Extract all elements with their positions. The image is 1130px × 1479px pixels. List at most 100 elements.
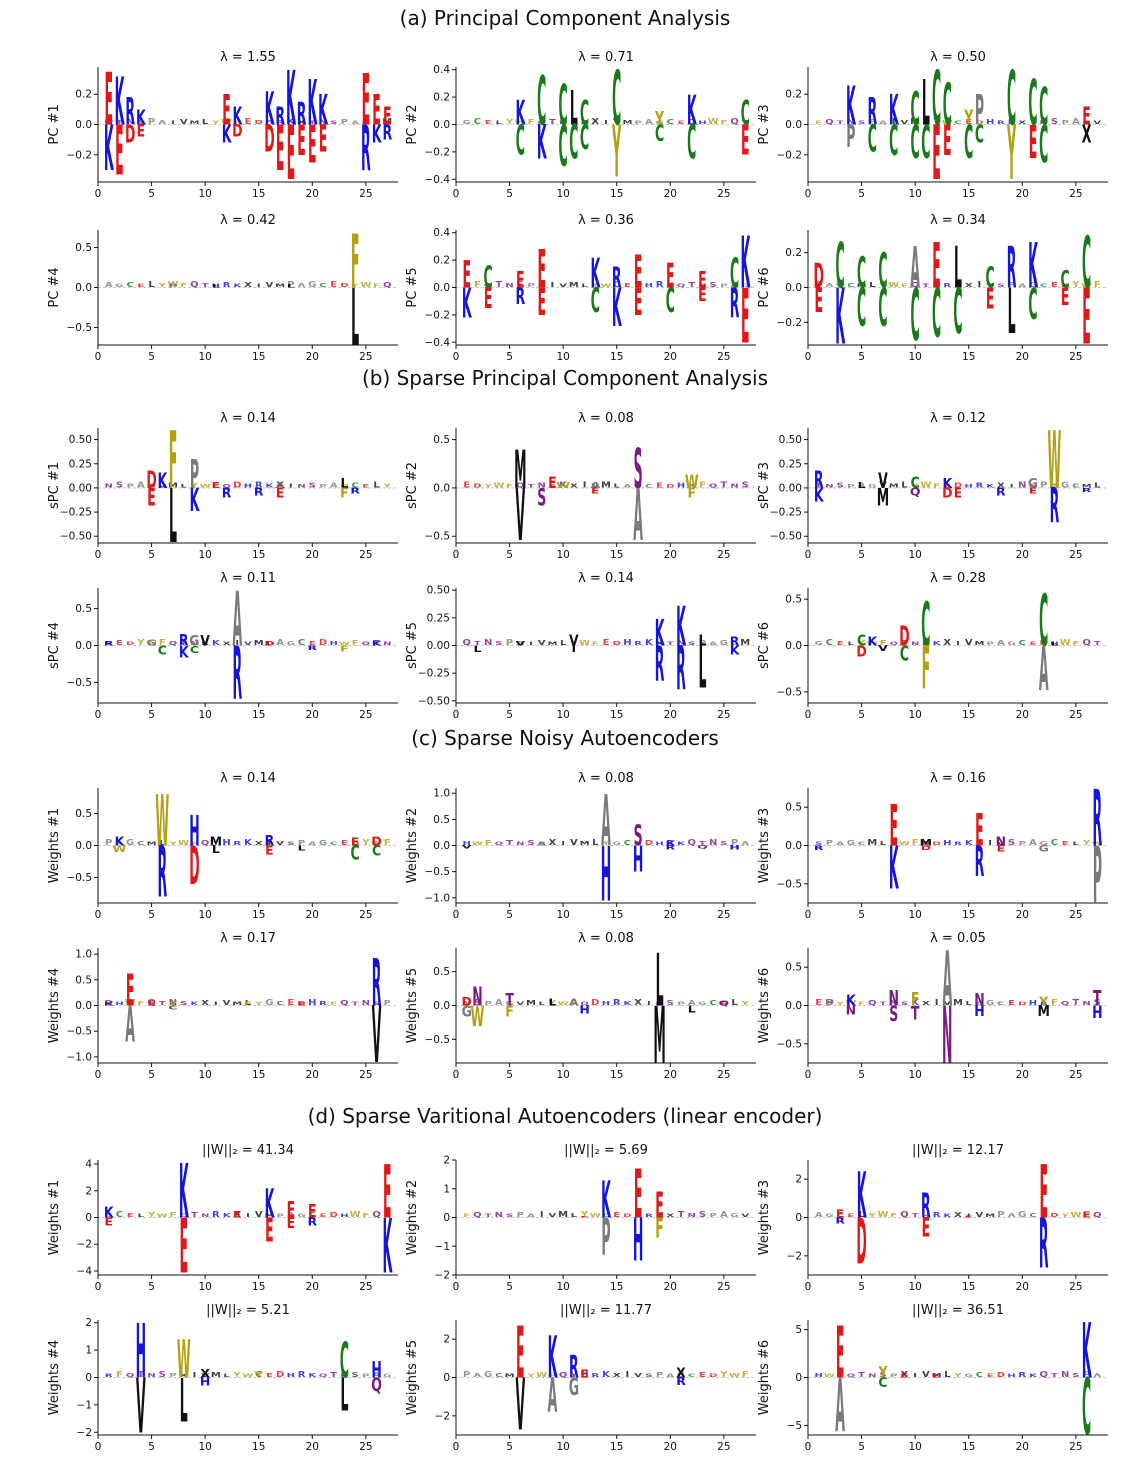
baseline-letter: A <box>997 639 1005 647</box>
section-title: (b) Sparse Principal Component Analysis <box>362 366 768 390</box>
logo-letter: C <box>655 121 664 147</box>
x-tick-label: 25 <box>1069 709 1082 721</box>
y-tick-label: 0.25 <box>427 612 450 624</box>
x-tick-label: 10 <box>198 1281 211 1293</box>
logo-letter: C <box>190 643 199 655</box>
baseline-letter: A <box>330 482 338 490</box>
baseline-letter: F <box>1094 281 1101 290</box>
baseline-letter: F <box>485 839 492 847</box>
x-tick-label: 20 <box>1016 351 1029 363</box>
baseline-letter: I <box>540 1211 544 1220</box>
y-axis-label: sPC #4 <box>47 622 62 669</box>
baseline-letter: H <box>580 1371 588 1380</box>
baseline-letter: Q <box>847 1373 856 1378</box>
baseline-letter: W <box>600 283 612 288</box>
baseline-letter: K <box>233 283 242 288</box>
baseline-letter: Q <box>126 1372 135 1378</box>
baseline-letter: Q <box>580 1001 589 1006</box>
baseline-letter: S <box>742 481 749 490</box>
baseline-letter: S <box>837 482 844 490</box>
logo-letter: E <box>1082 272 1091 361</box>
logo-letter: P <box>825 998 834 1008</box>
logo-letter: C <box>1082 222 1091 306</box>
y-tick-label: −1.0 <box>67 1051 93 1063</box>
baseline-letter: G <box>741 283 749 288</box>
baseline-letter: F <box>330 1001 337 1006</box>
baseline-letter: E <box>137 283 144 288</box>
baseline-letter: F <box>699 481 706 490</box>
baseline-letter: F <box>912 839 919 848</box>
baseline-letter: V <box>976 1211 984 1219</box>
logo-letter: D <box>921 845 931 852</box>
baseline-letter: F <box>890 1212 897 1218</box>
baseline-letter: H <box>602 1000 610 1006</box>
logo-letter: C <box>857 278 866 339</box>
baseline-letter: N <box>484 639 492 648</box>
logo-letter: D <box>942 486 952 501</box>
logo-letter: S <box>537 484 546 512</box>
panel-title: λ = 0.34 <box>930 213 986 228</box>
logo-letter: C <box>857 249 866 298</box>
baseline-letter: X <box>976 841 984 846</box>
baseline-letter: N <box>126 118 134 127</box>
logo-letter: G <box>1039 844 1049 854</box>
baseline-letter: D <box>623 1213 631 1218</box>
baseline-letter: M <box>601 481 611 490</box>
baseline-letter: P <box>341 118 348 126</box>
baseline-letter: N <box>516 841 524 846</box>
panel-title: ||W||₂ = 36.51 <box>912 1303 1004 1318</box>
baseline-letter: L <box>614 483 620 489</box>
baseline-letter: I <box>529 641 533 646</box>
baseline-letter: R <box>201 641 209 646</box>
x-tick-label: 25 <box>1069 1281 1082 1293</box>
baseline-letter: G <box>730 1212 739 1218</box>
baseline-letter: V <box>276 840 285 846</box>
logo-letter: F <box>351 218 360 306</box>
logo-letter: C <box>964 116 973 169</box>
baseline-letter: C <box>351 482 358 490</box>
y-tick-label: −0.5 <box>777 686 803 698</box>
baseline-letter: D <box>126 641 134 646</box>
panel-title: λ = 0.14 <box>220 411 276 426</box>
baseline-letter: F <box>170 1211 177 1219</box>
logo-letter: R <box>655 637 665 693</box>
baseline-letter: H <box>922 1213 930 1218</box>
baseline-letter: Q <box>147 999 156 1008</box>
baseline-letter: I <box>561 840 565 846</box>
baseline-letter: K <box>266 483 275 489</box>
y-tick-label: −0.50 <box>770 531 802 543</box>
panel-title: λ = 0.08 <box>578 771 634 786</box>
x-tick-label: 0 <box>95 351 102 363</box>
baseline-letter: S <box>997 283 1004 288</box>
baseline-letter: Q <box>372 1211 381 1220</box>
y-axis-label: Weights #5 <box>405 1340 420 1415</box>
baseline-letter: D <box>634 281 643 290</box>
logo-letter: V <box>200 634 210 650</box>
y-tick-label: 0.2 <box>785 89 802 101</box>
baseline-letter: K <box>212 639 220 647</box>
baseline-letter: F <box>362 1212 369 1218</box>
x-tick-label: 15 <box>610 909 623 921</box>
baseline-letter: E <box>1062 840 1069 846</box>
baseline-letter: D <box>351 841 359 846</box>
logo-letter: L <box>287 284 295 289</box>
baseline-letter: G <box>655 120 663 125</box>
logo-letter: L <box>954 235 962 301</box>
baseline-letter: K <box>645 639 654 648</box>
logo-letter: R <box>730 281 740 328</box>
baseline-letter: G <box>308 281 316 290</box>
y-tick-label: 0.0 <box>785 282 802 294</box>
logo-letter: N <box>846 1003 856 1018</box>
logo-letter: K <box>1082 1306 1092 1395</box>
x-tick-label: 0 <box>453 1441 460 1453</box>
logo-letter: C <box>1039 581 1048 663</box>
baseline-letter: Q <box>922 840 931 846</box>
logo-letter: N <box>996 833 1006 848</box>
baseline-letter: H <box>634 1211 642 1219</box>
logo-letter: R <box>179 632 189 650</box>
baseline-letter: M <box>932 1372 942 1378</box>
baseline-letter: K <box>624 1000 633 1006</box>
baseline-letter: W <box>877 1211 888 1220</box>
logo-letter: C <box>1028 66 1037 139</box>
